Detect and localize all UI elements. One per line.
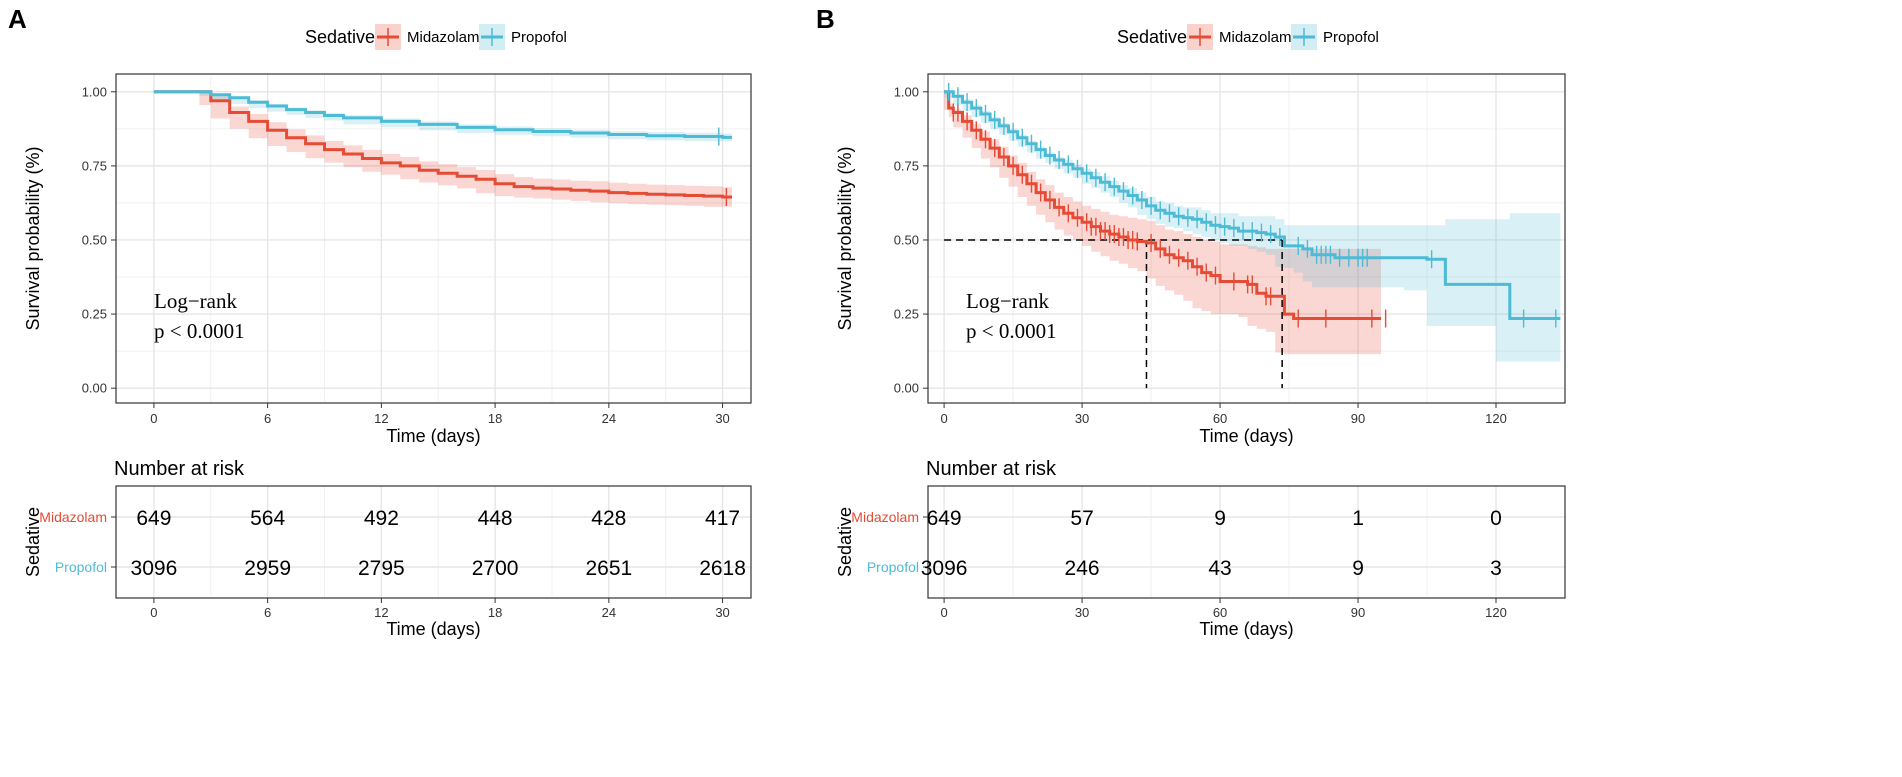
log-rank-label: Log−rank: [966, 289, 1049, 313]
risk-row-label: Midazolam: [851, 509, 919, 525]
x-tick-label: 60: [1213, 605, 1227, 620]
survival-line-midazolam: [153, 90, 732, 199]
legend-label: Midazolam: [1219, 29, 1292, 46]
x-tick-label: 60: [1213, 411, 1227, 426]
survival-line-propofol: [153, 90, 732, 139]
legend-title: Sedative: [305, 27, 375, 47]
y-tick-label: 0.00: [894, 381, 919, 396]
x-axis-title: Time (days): [1199, 426, 1293, 446]
log-rank-label: Log−rank: [154, 289, 237, 313]
risk-count: 1: [1352, 507, 1364, 530]
risk-count: 246: [1065, 557, 1100, 580]
x-tick-label: 120: [1485, 411, 1507, 426]
y-tick-label: 0.75: [894, 158, 919, 173]
risk-count: 428: [591, 507, 626, 530]
y-tick-label: 1.00: [894, 84, 919, 99]
risk-row-label: Propofol: [55, 559, 107, 575]
risk-count: 2795: [358, 557, 405, 580]
y-tick-label: 0.50: [82, 232, 107, 247]
y-tick-label: 1.00: [82, 84, 107, 99]
y-tick-label: 0.25: [82, 307, 107, 322]
x-tick-label: 30: [715, 411, 729, 426]
risk-table-border: [115, 485, 752, 599]
x-tick-label: 30: [715, 605, 729, 620]
panel-letter: B: [816, 4, 835, 34]
x-tick-label: 90: [1351, 605, 1365, 620]
risk-count: 43: [1208, 557, 1231, 580]
y-tick-label: 0.50: [894, 232, 919, 247]
x-tick-label: 24: [602, 411, 616, 426]
risk-table-border: [927, 485, 1566, 599]
plot-border: [115, 73, 752, 404]
risk-y-axis-title: Sedative: [835, 507, 855, 577]
x-tick-label: 120: [1485, 605, 1507, 620]
x-tick-label: 6: [264, 411, 271, 426]
risk-count: 649: [136, 507, 171, 530]
risk-x-axis-title: Time (days): [386, 619, 480, 639]
x-tick-label: 90: [1351, 411, 1365, 426]
y-axis-title: Survival probability (%): [835, 146, 855, 330]
x-tick-label: 30: [1075, 411, 1089, 426]
plot-border: [927, 73, 1566, 404]
x-tick-label: 0: [940, 605, 947, 620]
risk-count: 9: [1352, 557, 1364, 580]
legend-label: Propofol: [1323, 29, 1379, 46]
risk-table-title: Number at risk: [114, 458, 245, 480]
risk-count: 649: [927, 507, 962, 530]
x-tick-label: 12: [374, 411, 388, 426]
risk-count: 2651: [585, 557, 632, 580]
risk-count: 492: [364, 507, 399, 530]
panel-letter: A: [8, 4, 27, 34]
x-tick-label: 0: [150, 605, 157, 620]
x-tick-label: 6: [264, 605, 271, 620]
y-tick-label: 0.00: [82, 381, 107, 396]
risk-y-axis-title: Sedative: [23, 507, 43, 577]
risk-count: 3096: [921, 557, 968, 580]
x-axis-title: Time (days): [386, 426, 480, 446]
p-value-label: p < 0.0001: [154, 319, 245, 343]
legend-title: Sedative: [1117, 27, 1187, 47]
risk-count: 564: [250, 507, 285, 530]
legend-label: Propofol: [511, 29, 567, 46]
risk-x-axis-title: Time (days): [1199, 619, 1293, 639]
x-tick-label: 18: [488, 411, 502, 426]
ci-band-midazolam: [153, 91, 732, 207]
y-tick-label: 0.25: [894, 307, 919, 322]
risk-table-title: Number at risk: [926, 458, 1057, 480]
x-tick-label: 24: [602, 605, 616, 620]
risk-count: 0: [1490, 507, 1502, 530]
x-tick-label: 30: [1075, 605, 1089, 620]
risk-count: 417: [705, 507, 740, 530]
risk-row-label: Midazolam: [39, 509, 107, 525]
x-tick-label: 12: [374, 605, 388, 620]
risk-count: 57: [1070, 507, 1093, 530]
risk-row-label: Propofol: [867, 559, 919, 575]
x-tick-label: 0: [150, 411, 157, 426]
risk-count: 3096: [131, 557, 178, 580]
x-tick-label: 18: [488, 605, 502, 620]
risk-count: 9: [1214, 507, 1226, 530]
legend-label: Midazolam: [407, 29, 480, 46]
x-tick-label: 0: [940, 411, 947, 426]
y-axis-title: Survival probability (%): [23, 146, 43, 330]
risk-count: 2700: [472, 557, 519, 580]
risk-count: 3: [1490, 557, 1502, 580]
y-tick-label: 0.75: [82, 158, 107, 173]
risk-count: 2959: [244, 557, 291, 580]
risk-count: 448: [478, 507, 513, 530]
ci-band-midazolam: [944, 91, 1381, 355]
p-value-label: p < 0.0001: [966, 319, 1057, 343]
risk-count: 2618: [699, 557, 746, 580]
